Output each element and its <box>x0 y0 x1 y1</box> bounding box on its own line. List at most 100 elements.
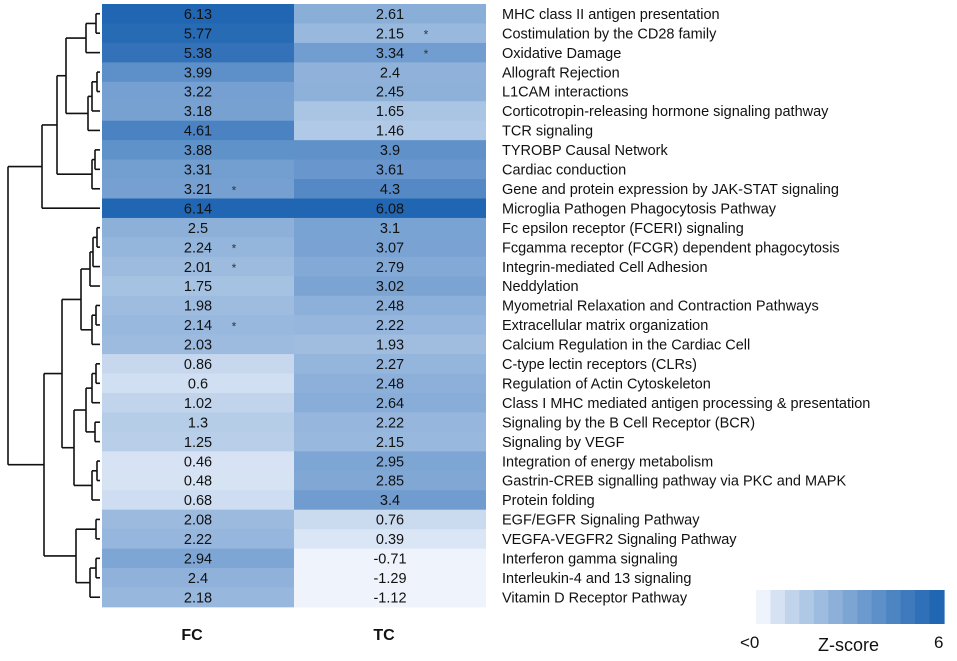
row-label: Myometrial Relaxation and Contraction Pa… <box>502 299 819 315</box>
cell-value-tc: 2.48 <box>376 299 404 315</box>
cell-value-fc: 5.38 <box>184 46 212 62</box>
column-label-fc: FC <box>181 627 203 644</box>
cell-value-tc: 3.02 <box>376 279 404 295</box>
cell-value-tc: 1.65 <box>376 104 404 120</box>
legend-swatch <box>813 590 829 624</box>
cell-value-fc: 2.14 <box>184 318 212 334</box>
row-label: Signaling by the B Cell Receptor (BCR) <box>502 415 755 431</box>
heatmap-cell-fc <box>102 490 294 511</box>
row-label: Costimulation by the CD28 family <box>502 26 717 42</box>
legend-swatch <box>756 590 772 624</box>
heatmap-cell-tc <box>294 393 486 413</box>
legend-swatch <box>915 590 931 624</box>
heatmap-cell-fc <box>102 101 294 122</box>
heatmap-cell-tc <box>294 23 486 44</box>
cell-value-tc: 2.22 <box>376 415 404 431</box>
cell-value-tc: 3.07 <box>376 240 404 256</box>
cell-value-tc: 2.64 <box>376 396 404 412</box>
cell-value-fc: 3.31 <box>184 163 212 179</box>
cell-value-fc: 3.22 <box>184 85 212 101</box>
cell-value-fc: 3.88 <box>184 143 212 159</box>
heatmap-cell-fc <box>102 373 294 394</box>
heatmap-cell-tc <box>294 81 486 102</box>
cell-value-fc: 5.77 <box>184 26 212 42</box>
heatmap-cell-tc <box>294 140 486 160</box>
cell-value-fc: 4.61 <box>184 124 212 140</box>
heatmap-cell-fc <box>102 315 294 336</box>
legend-swatch <box>857 590 873 624</box>
heatmap-cell-fc <box>102 81 294 102</box>
heatmap-cell-fc <box>102 159 294 180</box>
heatmap-cell-tc <box>294 101 486 122</box>
heatmap-cell-fc <box>102 140 294 160</box>
significance-marker: * <box>424 28 429 42</box>
heatmap-cell-fc <box>102 179 294 199</box>
heatmap-cell-fc <box>102 23 294 44</box>
cell-value-tc: 2.22 <box>376 318 404 334</box>
row-label: Protein folding <box>502 493 595 509</box>
heatmap-cell-fc <box>102 42 294 63</box>
cell-value-fc: 1.75 <box>184 279 212 295</box>
legend-max-label: 6 <box>934 633 943 652</box>
cell-value-fc: 3.18 <box>184 104 212 120</box>
heatmap-cell-fc <box>102 568 294 588</box>
row-label: Signaling by VEGF <box>502 435 625 451</box>
cell-value-tc: 2.15 <box>376 435 404 451</box>
cell-value-tc: 2.48 <box>376 376 404 392</box>
legend-swatch <box>886 590 902 624</box>
row-label: TCR signaling <box>502 124 593 140</box>
heatmap-cell-fc <box>102 354 294 374</box>
heatmap-cell-fc <box>102 431 294 452</box>
cell-value-fc: 2.94 <box>184 552 212 568</box>
cell-value-fc: 0.86 <box>184 357 212 373</box>
heatmap-cell-fc <box>102 451 294 472</box>
cell-value-fc: 6.14 <box>184 201 212 217</box>
cell-value-tc: 4.3 <box>380 182 400 198</box>
cell-value-tc: 3.4 <box>380 493 400 509</box>
row-label: MHC class II antigen presentation <box>502 7 720 23</box>
color-scale-legend: <0 Z-score 6 <box>740 590 945 655</box>
heatmap-cell-fc <box>102 217 294 238</box>
row-label: Corticotropin-releasing hormone signalin… <box>502 104 829 120</box>
row-label: C-type lectin receptors (CLRs) <box>502 357 697 373</box>
heatmap-cell-fc <box>102 256 294 277</box>
row-label: Oxidative Damage <box>502 46 621 62</box>
heatmap-cell-tc <box>294 120 486 141</box>
row-label: Vitamin D Receptor Pathway <box>502 590 688 606</box>
cell-value-tc: 2.85 <box>376 474 404 490</box>
cell-value-fc: 1.02 <box>184 396 212 412</box>
cell-value-fc: 1.25 <box>184 435 212 451</box>
cell-value-tc: -0.71 <box>373 552 406 568</box>
row-label: Calcium Regulation in the Cardiac Cell <box>502 338 750 354</box>
heatmap-cell-tc <box>294 256 486 277</box>
heatmap-cell-tc <box>294 334 486 355</box>
legend-swatch <box>871 590 887 624</box>
cell-value-fc: 0.68 <box>184 493 212 509</box>
cell-value-tc: 3.61 <box>376 163 404 179</box>
row-labels: MHC class II antigen presentation Costimu… <box>502 7 870 606</box>
column-labels: FC TC <box>181 627 395 644</box>
cell-value-tc: 3.9 <box>380 143 400 159</box>
row-label: Gene and protein expression by JAK-STAT … <box>502 182 839 198</box>
heatmap-cell-fc <box>102 4 294 24</box>
cell-value-fc: 2.01 <box>184 260 212 276</box>
row-label: Extracellular matrix organization <box>502 318 708 334</box>
row-label: L1CAM interactions <box>502 85 629 101</box>
heatmap-cell-fc <box>102 548 294 569</box>
heatmap-cell-tc <box>294 412 486 433</box>
cell-value-tc: 3.34 <box>376 46 404 62</box>
cell-value-fc: 0.6 <box>188 376 208 392</box>
heatmap-cell-fc <box>102 393 294 413</box>
row-label: Fc epsilon receptor (FCERI) signaling <box>502 221 744 237</box>
cell-value-tc: 2.95 <box>376 454 404 470</box>
legend-swatch <box>828 590 844 624</box>
heatmap-cell-tc <box>294 237 486 258</box>
row-label: VEGFA-VEGFR2 Signaling Pathway <box>502 532 737 548</box>
heatmap-cell-tc <box>294 470 486 491</box>
cell-value-tc: 1.93 <box>376 338 404 354</box>
legend-title: Z-score <box>818 635 879 655</box>
heatmap-cell-fc <box>102 334 294 355</box>
legend-swatch <box>770 590 786 624</box>
row-label: EGF/EGFR Signaling Pathway <box>502 513 700 529</box>
legend-swatch <box>784 590 800 624</box>
